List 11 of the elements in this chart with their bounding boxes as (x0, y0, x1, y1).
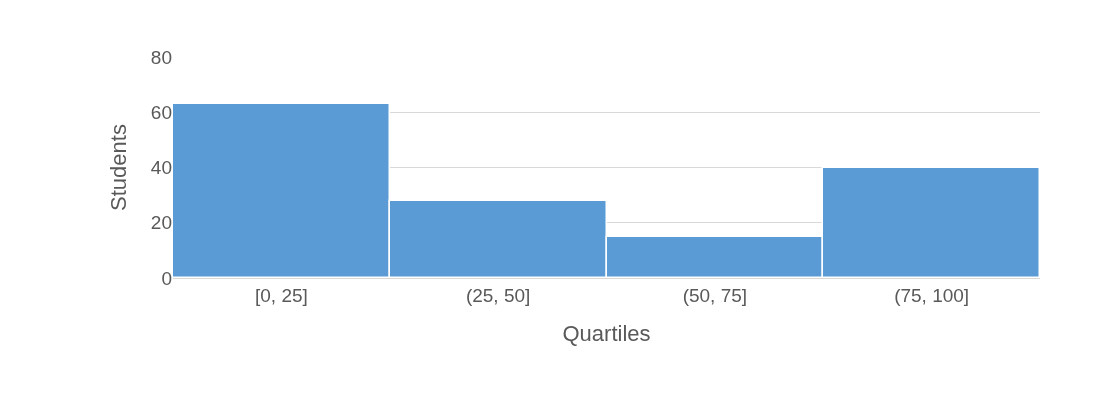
y-tick-label: 0 (161, 267, 172, 289)
y-tick-label: 80 (150, 46, 172, 68)
x-tick-label: (75, 100] (894, 284, 970, 306)
x-axis-title: Quartiles (562, 320, 651, 346)
x-tick-label: [0, 25] (254, 284, 308, 306)
y-tick-label: 20 (150, 212, 172, 234)
y-axis-title: Students (105, 124, 131, 211)
x-tick-label: (25, 50] (465, 284, 531, 306)
y-tick-label: 60 (150, 101, 172, 123)
y-tick-label: 40 (150, 157, 172, 179)
x-tick-label: (50, 75] (682, 284, 748, 306)
